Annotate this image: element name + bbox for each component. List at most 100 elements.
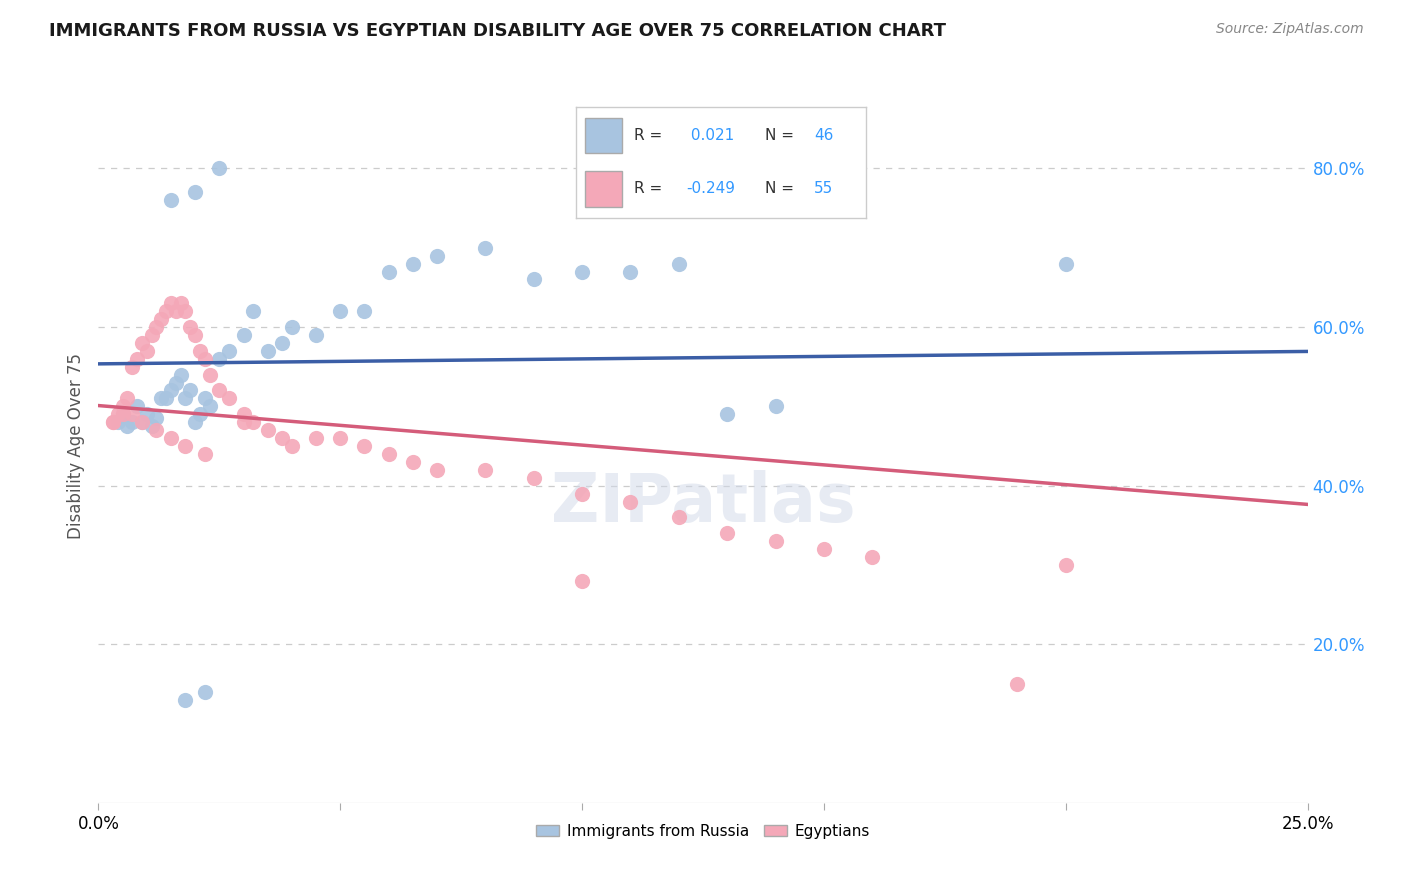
Point	[377, 447, 399, 461]
Point	[208, 351, 231, 366]
Point	[141, 419, 163, 434]
Point	[111, 400, 134, 414]
Text: IMMIGRANTS FROM RUSSIA VS EGYPTIAN DISABILITY AGE OVER 75 CORRELATION CHART: IMMIGRANTS FROM RUSSIA VS EGYPTIAN DISAB…	[49, 22, 946, 40]
Point	[523, 471, 546, 485]
Point	[155, 392, 177, 406]
Point	[184, 186, 207, 200]
Point	[329, 304, 352, 318]
Point	[165, 376, 187, 390]
Point	[242, 304, 264, 318]
Point	[160, 431, 183, 445]
Point	[145, 411, 167, 425]
Point	[165, 304, 187, 318]
Point	[271, 431, 294, 445]
Point	[619, 494, 641, 508]
Point	[194, 351, 217, 366]
Point	[155, 304, 177, 318]
Point	[1054, 257, 1077, 271]
Point	[426, 249, 449, 263]
Point	[160, 193, 183, 207]
Point	[174, 304, 197, 318]
Point	[184, 328, 207, 343]
Point	[174, 439, 197, 453]
Point	[179, 384, 201, 398]
Point	[242, 415, 264, 429]
Point	[353, 439, 375, 453]
Point	[208, 384, 231, 398]
Point	[184, 415, 207, 429]
Point	[188, 407, 211, 421]
Point	[256, 423, 278, 437]
Point	[188, 343, 211, 358]
Point	[281, 320, 304, 334]
Point	[1054, 558, 1077, 572]
Point	[571, 574, 593, 588]
Point	[256, 343, 278, 358]
Point	[281, 439, 304, 453]
Point	[571, 264, 593, 278]
Point	[111, 407, 134, 421]
Point	[377, 264, 399, 278]
Text: ZIPatlas: ZIPatlas	[551, 470, 855, 536]
Point	[150, 312, 173, 326]
Point	[179, 320, 201, 334]
Point	[127, 400, 149, 414]
Point	[135, 407, 157, 421]
Point	[232, 407, 254, 421]
Point	[619, 264, 641, 278]
Point	[716, 526, 738, 541]
Point	[145, 423, 167, 437]
Point	[150, 392, 173, 406]
Point	[194, 447, 217, 461]
Point	[145, 320, 167, 334]
Point	[107, 407, 129, 421]
Y-axis label: Disability Age Over 75: Disability Age Over 75	[66, 353, 84, 539]
Point	[107, 415, 129, 429]
Point	[127, 351, 149, 366]
Point	[305, 328, 328, 343]
Point	[131, 415, 153, 429]
Point	[523, 272, 546, 286]
Point	[121, 415, 143, 429]
Point	[208, 161, 231, 176]
Point	[101, 415, 124, 429]
Point	[121, 407, 143, 421]
Point	[194, 392, 217, 406]
Point	[232, 328, 254, 343]
Point	[131, 415, 153, 429]
Point	[765, 400, 787, 414]
Point	[198, 368, 221, 382]
Point	[765, 534, 787, 549]
Point	[813, 542, 835, 557]
Point	[194, 685, 217, 699]
Legend: Immigrants from Russia, Egyptians: Immigrants from Russia, Egyptians	[530, 818, 876, 845]
Point	[305, 431, 328, 445]
Point	[135, 343, 157, 358]
Point	[160, 296, 183, 310]
Point	[353, 304, 375, 318]
Point	[668, 257, 690, 271]
Point	[402, 257, 425, 271]
Point	[571, 486, 593, 500]
Point	[169, 368, 191, 382]
Point	[860, 549, 883, 564]
Point	[474, 241, 496, 255]
Point	[117, 392, 139, 406]
Point	[1007, 677, 1029, 691]
Point	[131, 335, 153, 350]
Point	[218, 343, 240, 358]
Point	[232, 415, 254, 429]
Point	[160, 384, 183, 398]
Point	[117, 419, 139, 434]
Point	[218, 392, 240, 406]
Point	[716, 407, 738, 421]
Point	[121, 359, 143, 374]
Point	[474, 463, 496, 477]
Point	[101, 415, 124, 429]
Point	[402, 455, 425, 469]
Point	[668, 510, 690, 524]
Point	[141, 328, 163, 343]
Point	[174, 392, 197, 406]
Point	[271, 335, 294, 350]
Point	[111, 407, 134, 421]
